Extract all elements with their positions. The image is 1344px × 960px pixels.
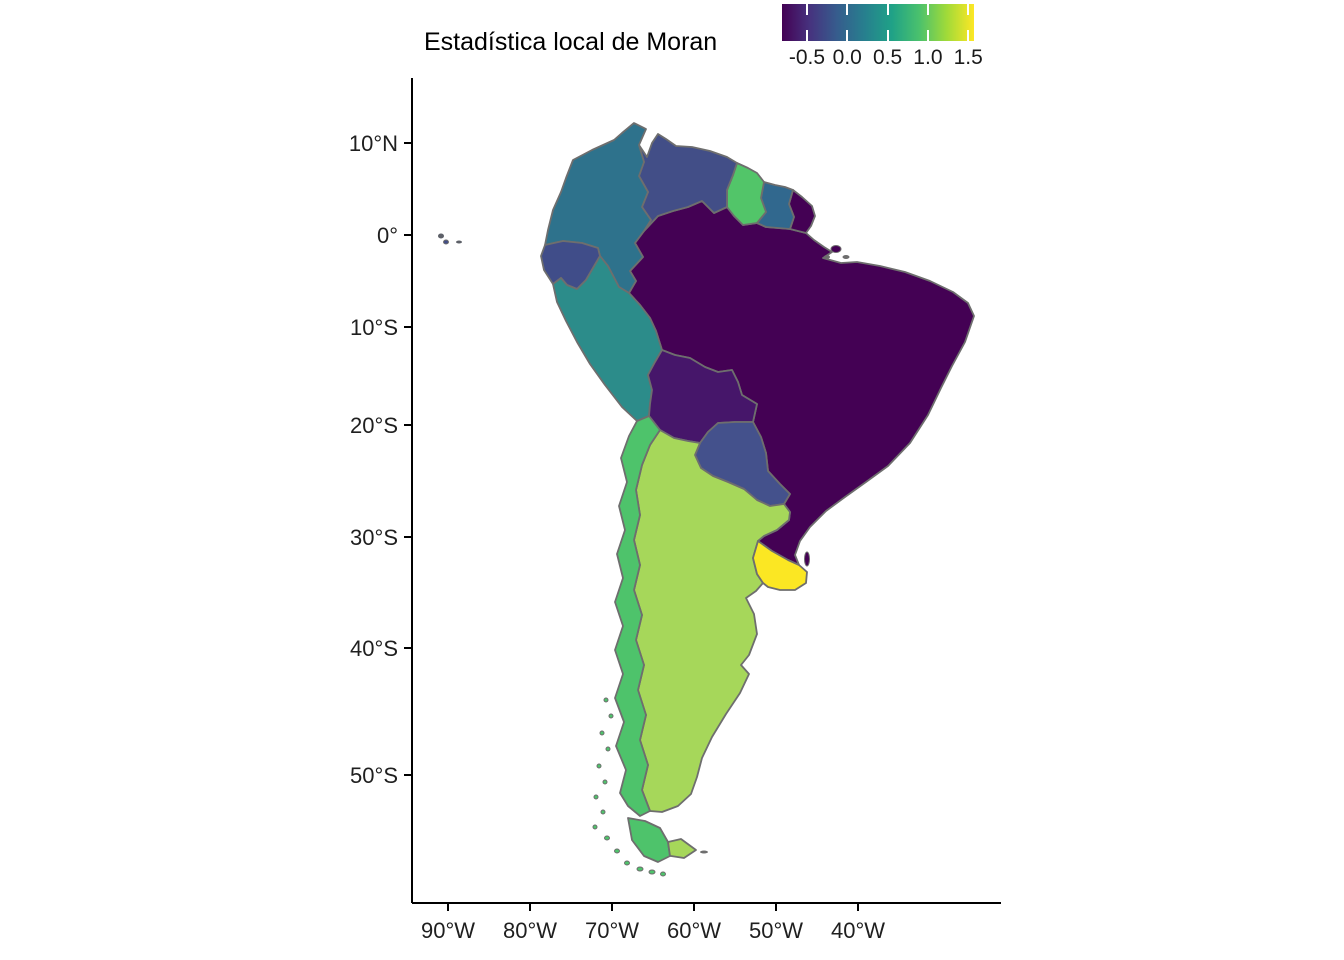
x-tick-label: 90°W: [421, 918, 475, 943]
legend-title: Estadística local de Moran: [424, 28, 718, 56]
legend-tick-label: 0.0: [832, 46, 862, 69]
country-chile: [614, 415, 661, 817]
country-uruguay: [752, 540, 808, 591]
legend-tick-mark: [886, 30, 889, 41]
legend-colorbar: -0.5 0.0 0.5 1.0 1.5: [782, 4, 983, 82]
legend-tick-mark: [805, 4, 808, 15]
x-tick-label: 60°W: [667, 918, 721, 943]
legend-tick-mark: [926, 4, 929, 15]
legend-gradient-bar: [782, 4, 974, 41]
country-argentina-tierra-del-fuego: [667, 838, 697, 859]
y-tick-label: 50°S: [350, 763, 398, 788]
island-fjord-1: [603, 697, 609, 703]
legend-tick-label: -0.5: [788, 46, 826, 69]
country-french-guiana: [788, 189, 816, 234]
x-tick-label: 80°W: [503, 918, 557, 943]
legend-tick-mark: [805, 30, 808, 41]
legend-tick-label: 1.5: [953, 46, 983, 69]
island-galapagos-3: [456, 240, 462, 244]
legend-tick-mark: [846, 30, 849, 41]
x-tick-label: 40°W: [831, 918, 885, 943]
island-cape-horn-3: [660, 871, 666, 877]
y-tick-label: 0°: [377, 223, 398, 248]
y-tick-label: 30°S: [350, 525, 398, 550]
y-tick-label: 10°S: [350, 315, 398, 340]
island-galapagos-1: [438, 233, 444, 239]
y-tick-label: 40°S: [350, 636, 398, 661]
island-galapagos-2: [443, 239, 449, 245]
x-tick-label: 50°W: [749, 918, 803, 943]
island-cape-horn-2: [648, 869, 656, 875]
legend-tick-mark: [967, 30, 970, 41]
island-fjord-8: [600, 809, 606, 815]
x-tick-label: 70°W: [585, 918, 639, 943]
island-cape-horn-1: [636, 866, 644, 872]
island-fjord-9: [592, 824, 598, 830]
legend-tick-label: 0.5: [872, 46, 903, 69]
island-fjord-7: [593, 794, 599, 800]
island-isla-de-los-estados: [700, 850, 708, 854]
island-fjord-3: [599, 730, 605, 736]
island-amazon-delta-1: [824, 255, 830, 259]
island-fjord-12: [624, 860, 630, 866]
legend-tick-mark: [886, 4, 889, 15]
island-marajo: [830, 245, 842, 253]
island-fjord-11: [614, 848, 620, 854]
island-fjord-6: [602, 779, 608, 785]
island-fjord-5: [596, 763, 602, 769]
island-lagoa-dos-patos: [804, 551, 810, 567]
legend-tick-mark: [846, 4, 849, 15]
y-tick-label: 20°S: [350, 413, 398, 438]
island-fjord-4: [605, 746, 611, 752]
legend-tick-mark: [926, 30, 929, 41]
y-tick-label: 10°N: [349, 131, 398, 156]
island-fjord-10: [604, 835, 610, 841]
island-amazon-delta-2: [842, 255, 850, 259]
legend-tick-label: 1.0: [913, 46, 943, 69]
country-chile-tierra-del-fuego: [627, 817, 671, 863]
island-fjord-2: [608, 713, 614, 719]
legend-tick-mark: [967, 4, 970, 15]
